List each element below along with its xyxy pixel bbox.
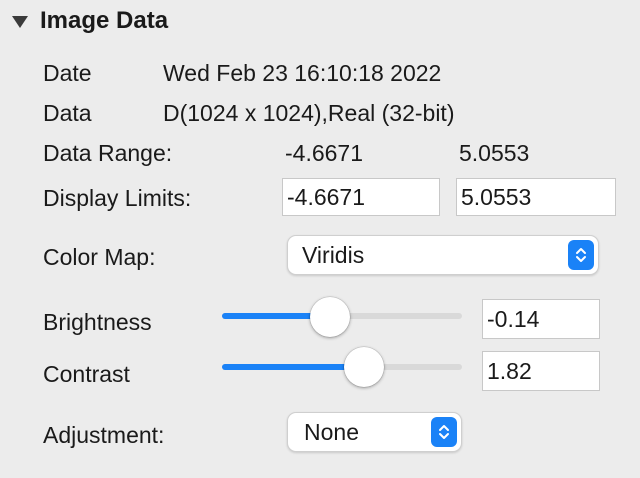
date-label: Date	[43, 60, 92, 86]
brightness-slider-fill	[222, 313, 330, 319]
brightness-label: Brightness	[43, 309, 152, 335]
display-limits-max-field[interactable]: 5.0553	[456, 178, 616, 216]
section-title: Image Data	[40, 7, 169, 34]
adjustment-selected: None	[304, 418, 359, 445]
brightness-slider[interactable]	[222, 297, 462, 339]
contrast-slider-fill	[222, 364, 364, 370]
brightness-slider-knob[interactable]	[310, 297, 350, 337]
contrast-slider-knob[interactable]	[344, 347, 384, 387]
color-map-label: Color Map:	[43, 244, 156, 270]
popup-chevron-updown-icon	[431, 417, 457, 447]
data-range-label: Data Range:	[43, 140, 173, 166]
adjustment-popup[interactable]: None	[287, 412, 462, 452]
brightness-value-field[interactable]: -0.14	[482, 299, 600, 339]
contrast-label: Contrast	[43, 361, 130, 387]
data-value: D(1024 x 1024),Real (32-bit)	[163, 100, 455, 126]
data-label: Data	[43, 100, 92, 126]
data-range-min: -4.6671	[285, 140, 364, 166]
date-value: Wed Feb 23 16:10:18 2022	[163, 60, 442, 86]
disclosure-triangle-icon[interactable]	[12, 16, 28, 28]
contrast-slider[interactable]	[222, 347, 462, 389]
data-range-max: 5.0553	[459, 140, 530, 166]
display-limits-label: Display Limits:	[43, 185, 192, 211]
contrast-value-field[interactable]: 1.82	[482, 351, 600, 391]
display-limits-min-field[interactable]: -4.6671	[282, 178, 440, 216]
popup-chevron-updown-icon	[568, 240, 594, 270]
color-map-popup[interactable]: Viridis	[287, 235, 599, 275]
color-map-selected: Viridis	[302, 241, 365, 268]
section-header[interactable]: Image Data	[12, 4, 168, 38]
adjustment-label: Adjustment:	[43, 422, 165, 448]
